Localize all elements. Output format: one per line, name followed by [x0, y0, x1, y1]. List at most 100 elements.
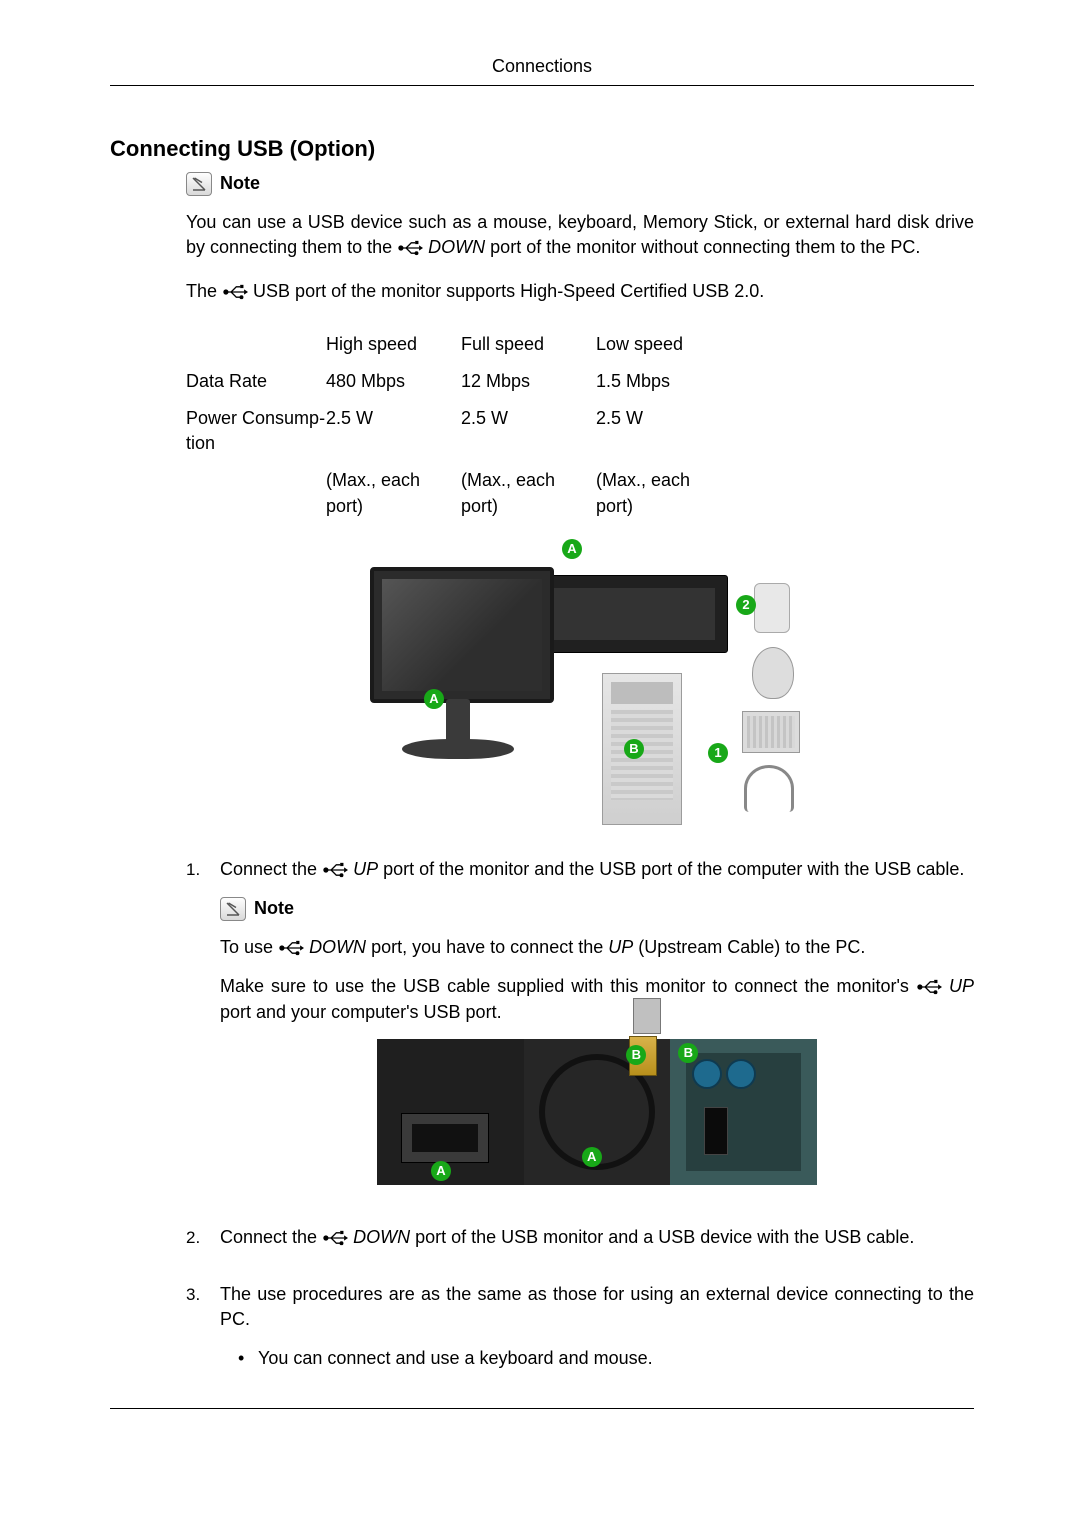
footer-rule: [110, 1408, 974, 1409]
step-text: The use procedures are as the same as th…: [220, 1282, 974, 1332]
step-body: Connect the DOWN port of the USB monitor…: [220, 1225, 974, 1264]
pc-ports-illustration: [686, 1053, 801, 1171]
step-body: Connect the UP port of the monitor and t…: [220, 857, 974, 1207]
step-text: Connect the UP port of the monitor and t…: [220, 857, 974, 882]
usb-up-port-illustration: [401, 1113, 489, 1163]
cell: 2.5 W: [326, 400, 461, 462]
ps2-port-icon: [692, 1059, 722, 1089]
text: port and your computer's USB port.: [220, 1002, 502, 1022]
header-rule: [110, 85, 974, 86]
monitor-screen: [370, 567, 554, 703]
note-icon: [220, 897, 246, 921]
note-icon: [186, 172, 212, 196]
monitor-neck: [446, 699, 470, 743]
down-word: DOWN: [428, 237, 485, 257]
text: Connect the: [220, 859, 322, 879]
marker-b: B: [624, 739, 644, 759]
marker-a: A: [424, 689, 444, 709]
usb-icon: [278, 940, 304, 956]
note-label: Note: [220, 171, 260, 196]
down-word: DOWN: [353, 1227, 410, 1247]
cell: 2.5 W: [596, 400, 731, 462]
step-body: The use procedures are as the same as th…: [220, 1282, 974, 1380]
keyboard-icon: [742, 711, 800, 753]
usb-icon: [397, 240, 423, 256]
intro-paragraph-1: You can use a USB device such as a mouse…: [186, 210, 974, 260]
ps2-port-icon: [726, 1059, 756, 1089]
col-header: Low speed: [596, 326, 731, 363]
usb-icon: [222, 284, 248, 300]
row-label: Power Consump­tion: [186, 400, 326, 462]
up-word: UP: [608, 937, 633, 957]
up-word: UP: [949, 976, 974, 996]
list-item: You can connect and use a keyboard and m…: [238, 1346, 974, 1371]
step-1: 1. Connect the UP port of the monitor an…: [186, 857, 974, 1207]
text: Make sure to use the USB cable supplied …: [220, 976, 916, 996]
step-text: Connect the DOWN port of the USB monitor…: [220, 1225, 974, 1250]
connection-diagram: A A 2 1 B: [360, 543, 800, 833]
usb-icon: [322, 862, 348, 878]
text: port of the monitor without connecting t…: [490, 237, 920, 257]
usb-cable-panel: A B: [524, 1039, 671, 1185]
text: USB port of the monitor supports High-Sp…: [253, 281, 764, 301]
table-row: Power Consump­tion 2.5 W 2.5 W 2.5 W: [186, 400, 974, 462]
note-callout: Note: [186, 171, 974, 196]
page: Connections Connecting USB (Option) Note…: [0, 0, 1080, 1527]
monitor-port-panel: A: [377, 1039, 524, 1185]
note-paragraph-1: To use DOWN port, you have to connect th…: [220, 935, 974, 960]
text: Connect the: [220, 1227, 322, 1247]
cell: (Max., each port): [596, 462, 731, 524]
pc-backplate-panel: B: [670, 1039, 817, 1185]
text: port of the monitor and the USB port of …: [383, 859, 964, 879]
table-footnote-row: (Max., each port) (Max., each port) (Max…: [326, 462, 974, 524]
note-label: Note: [254, 896, 294, 921]
step-number: 3.: [186, 1282, 220, 1380]
cell: 12 Mbps: [461, 363, 596, 400]
text: (Upstream Cable) to the PC.: [638, 937, 865, 957]
monitor-base: [402, 739, 514, 759]
intro-paragraph-2: The USB port of the monitor supports Hig…: [186, 279, 974, 304]
text: The: [186, 281, 222, 301]
marker-1: 1: [708, 743, 728, 763]
text: port, you have to connect the: [371, 937, 608, 957]
marker-a: A: [582, 1147, 602, 1167]
step-2: 2. Connect the DOWN port of the USB moni…: [186, 1225, 974, 1264]
usb-icon: [322, 1230, 348, 1246]
monitor-illustration: [360, 567, 556, 777]
usb-plug-b-illustration: [633, 998, 661, 1034]
marker-a: A: [431, 1161, 451, 1181]
cell: 480 Mbps: [326, 363, 461, 400]
empty-cell: [186, 326, 326, 363]
peripherals-illustration: [744, 583, 800, 819]
marker-2: 2: [736, 595, 756, 615]
mouse-icon: [752, 647, 794, 699]
cable-diagram: A A B: [377, 1039, 817, 1185]
running-header: Connections: [110, 54, 974, 85]
step-3: 3. The use procedures are as the same as…: [186, 1282, 974, 1380]
text: To use: [220, 937, 278, 957]
col-header: High speed: [326, 326, 461, 363]
sub-list: You can connect and use a keyboard and m…: [238, 1346, 974, 1371]
usb-icon: [916, 979, 942, 995]
cell: 2.5 W: [461, 400, 596, 462]
section-title: Connecting USB (Option): [110, 134, 974, 165]
table-row: Data Rate 480 Mbps 12 Mbps 1.5 Mbps: [186, 363, 974, 400]
table-header-row: High speed Full speed Low speed: [186, 326, 974, 363]
note-callout: Note: [220, 896, 974, 921]
step-number: 2.: [186, 1225, 220, 1264]
col-header: Full speed: [461, 326, 596, 363]
spec-table: High speed Full speed Low speed Data Rat…: [186, 326, 974, 525]
note-paragraph-2: Make sure to use the USB cable supplied …: [220, 974, 974, 1024]
cell: 1.5 Mbps: [596, 363, 731, 400]
section-content: Note You can use a USB device such as a …: [186, 171, 974, 1380]
text: port of the USB monitor and a USB device…: [415, 1227, 914, 1247]
down-word: DOWN: [309, 937, 366, 957]
step-number: 1.: [186, 857, 220, 1207]
up-word: UP: [353, 859, 378, 879]
headphones-icon: [744, 765, 794, 812]
steps-list: 1. Connect the UP port of the monitor an…: [186, 857, 974, 1380]
usb-slot-icon: [704, 1107, 728, 1155]
row-label: Data Rate: [186, 363, 326, 400]
cell: (Max., each port): [326, 462, 461, 524]
cell: (Max., each port): [461, 462, 596, 524]
